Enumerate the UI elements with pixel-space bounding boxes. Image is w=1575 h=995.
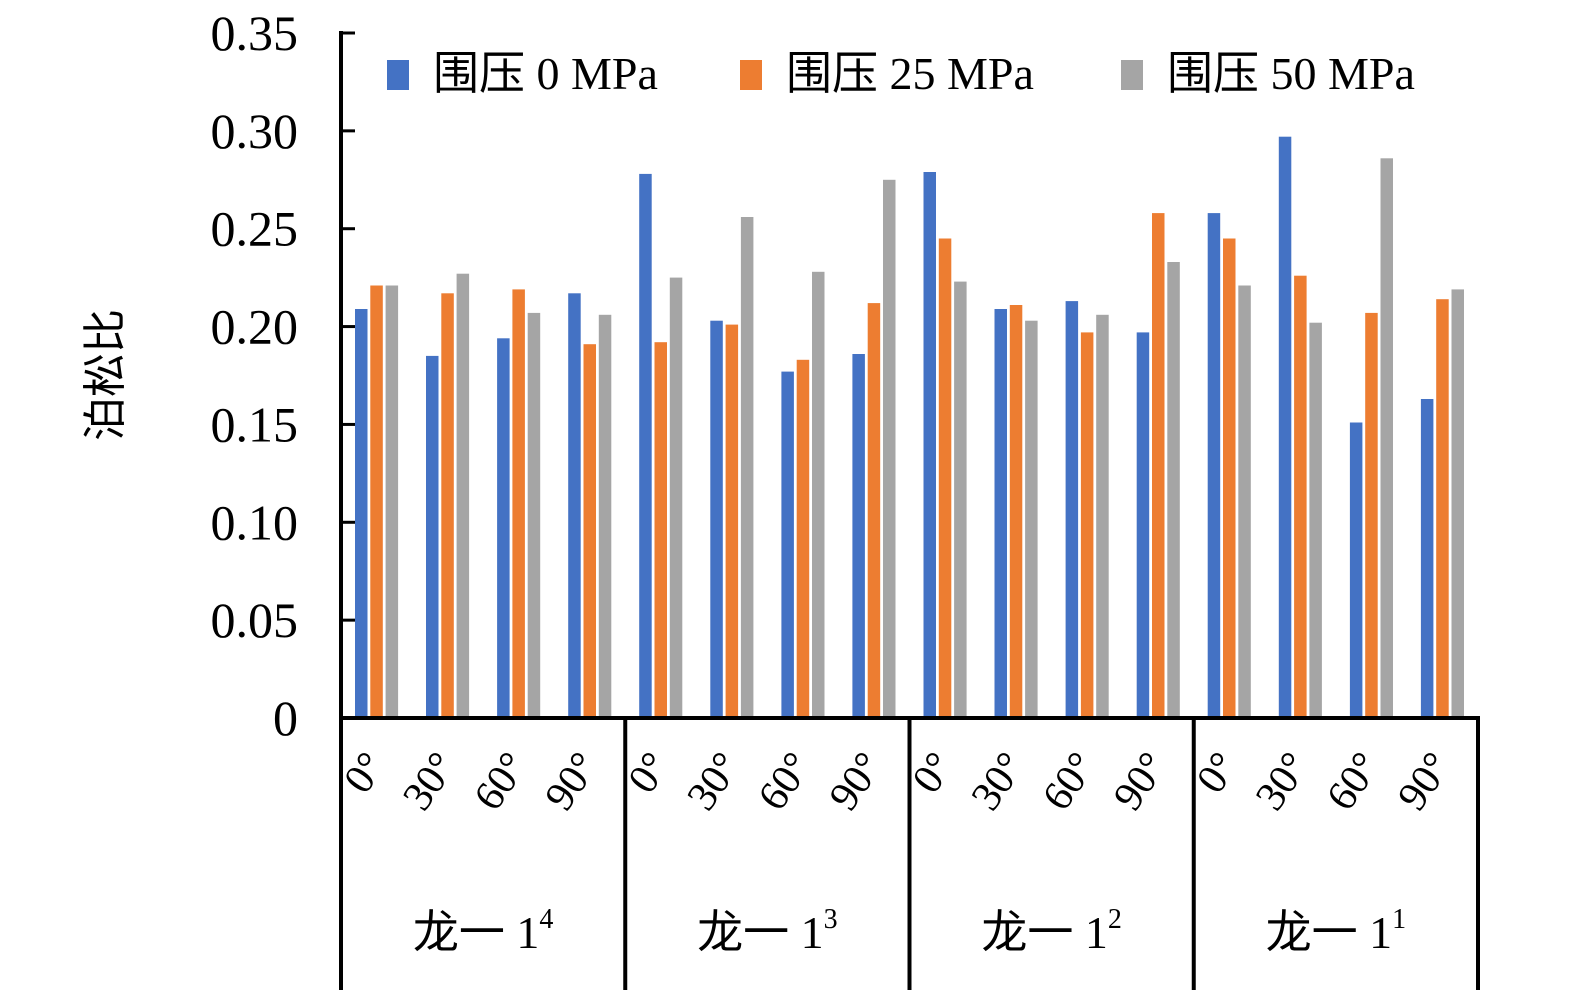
- bar: [1380, 158, 1393, 719]
- bar: [385, 285, 399, 718]
- y-tick-label: 0.25: [211, 201, 299, 257]
- group-label: 龙一 12: [981, 904, 1122, 958]
- bar: [1025, 320, 1038, 718]
- bar: [1436, 299, 1449, 718]
- group-label: 龙一 14: [413, 904, 553, 958]
- y-tick-label: 0.10: [211, 494, 299, 550]
- x-tick-label: 60°: [750, 744, 821, 819]
- group-label: 龙一 13: [697, 904, 838, 958]
- x-tick-label: 60°: [1034, 744, 1105, 819]
- bar: [812, 271, 825, 718]
- x-tick-label: 90°: [821, 744, 892, 819]
- bar: [883, 179, 896, 719]
- bar: [1349, 422, 1363, 718]
- legend-swatch: [740, 60, 762, 90]
- bar: [867, 303, 881, 718]
- bar: [923, 172, 936, 718]
- bar: [370, 285, 383, 718]
- bar: [1223, 238, 1236, 718]
- x-tick-label: 0°: [904, 744, 963, 801]
- bar: [740, 217, 754, 718]
- bar: [441, 293, 454, 718]
- bar: [527, 312, 541, 718]
- bar: [669, 277, 683, 718]
- x-tick-label: 0°: [620, 744, 679, 801]
- bar: [456, 273, 470, 718]
- bar: [938, 238, 952, 718]
- bar: [1096, 314, 1109, 718]
- y-tick-label: 0: [273, 690, 298, 746]
- y-tick-label: 0.05: [211, 592, 299, 648]
- bar: [1294, 275, 1307, 718]
- bar: [497, 338, 510, 718]
- bar: [1009, 305, 1023, 718]
- y-tick-label: 0.15: [211, 396, 299, 452]
- x-tick-label: 90°: [1389, 744, 1460, 819]
- bar: [568, 293, 581, 718]
- bar: [954, 281, 967, 718]
- bar: [994, 309, 1007, 718]
- bar: [1309, 322, 1322, 718]
- y-axis-label: 泊松比: [80, 309, 131, 441]
- bar: [852, 354, 865, 718]
- bar: [796, 359, 810, 718]
- y-tick-label: 0.30: [211, 103, 299, 159]
- legend-swatch: [387, 60, 409, 90]
- x-tick-label: 0°: [1188, 744, 1247, 801]
- bar: [1167, 262, 1180, 718]
- group-label: 龙一 11: [1266, 904, 1407, 958]
- bar: [1451, 289, 1464, 718]
- bar: [512, 289, 525, 718]
- bar: [654, 342, 667, 718]
- bar: [1278, 136, 1292, 718]
- bar: [426, 355, 439, 718]
- bar: [1207, 213, 1221, 718]
- bar: [598, 314, 612, 718]
- x-tick-label: 60°: [465, 744, 536, 819]
- legend-label: 围压 50 MPa: [1167, 48, 1415, 99]
- bar: [781, 371, 794, 718]
- legend-label: 围压 0 MPa: [433, 48, 658, 99]
- x-tick-label: 30°: [394, 744, 465, 819]
- x-tick-label: 90°: [1105, 744, 1176, 819]
- legend-swatch: [1121, 60, 1143, 90]
- bar: [1152, 213, 1165, 718]
- x-tick-label: 30°: [679, 744, 750, 819]
- y-tick-label: 0.20: [211, 299, 299, 355]
- bar: [1065, 301, 1079, 718]
- bar: [1420, 399, 1434, 718]
- x-tick-label: 30°: [1247, 744, 1318, 819]
- x-tick-label: 30°: [963, 744, 1034, 819]
- y-tick-label: 0.35: [211, 5, 299, 61]
- legend-label: 围压 25 MPa: [786, 48, 1034, 99]
- x-tick-label: 90°: [536, 744, 607, 819]
- bar: [1365, 312, 1378, 718]
- bar: [1080, 332, 1094, 718]
- bar: [583, 344, 596, 718]
- x-tick-label: 0°: [335, 744, 394, 801]
- bar: [1136, 332, 1150, 718]
- bar: [639, 173, 652, 718]
- bar: [1238, 285, 1251, 718]
- x-tick-label: 60°: [1318, 744, 1389, 819]
- bar: [725, 324, 739, 718]
- bar: [355, 309, 368, 718]
- bar: [710, 320, 723, 718]
